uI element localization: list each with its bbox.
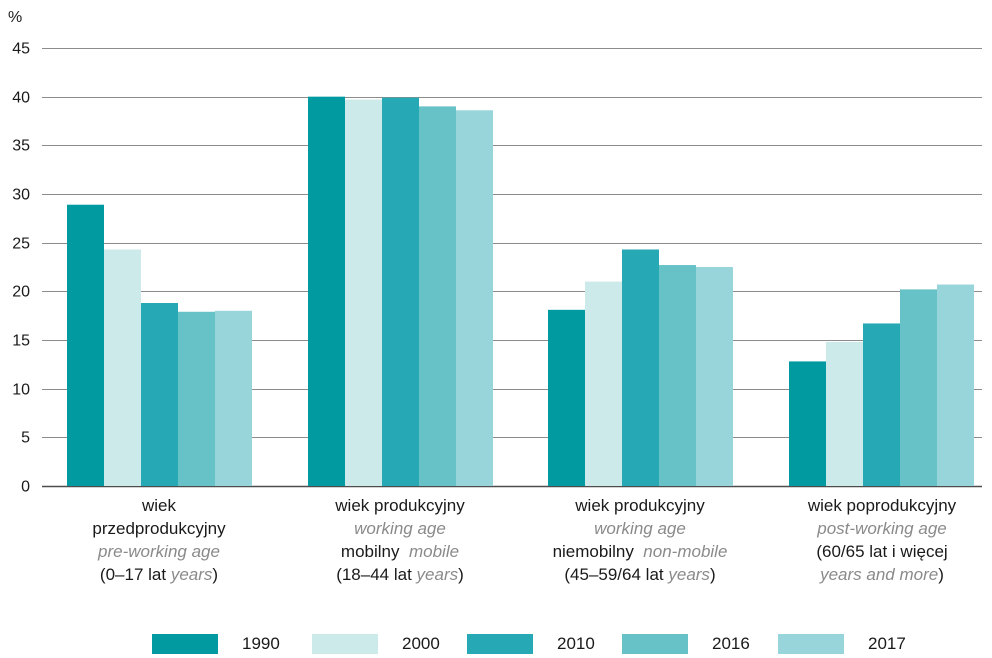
category-line: wiek poprodukcyjny [807,496,957,515]
category-line: wiek produkcyjny [335,496,465,515]
bar-1990-cat2 [308,96,345,487]
y-tick-label: 35 [12,138,30,155]
category-line: (45–59/64 lat years) [564,565,716,584]
category-line: years and more) [820,565,944,584]
bar-2010-cat4 [863,323,900,486]
bar-2010-cat2 [382,97,419,486]
y-tick-label: 45 [12,41,30,58]
bar-2017-cat1 [215,310,252,486]
legend-item-2016: 2016 [622,634,750,654]
bar-1990-cat4 [789,361,826,486]
legend-swatch [467,634,533,654]
bar-2000-cat2 [345,99,382,486]
y-tick-label: 0 [21,479,30,496]
bar-2016-cat2 [419,106,456,487]
category-line: przedprodukcyjny [92,519,226,538]
bar-2000-cat1 [104,249,141,486]
bar-1990-cat3 [548,309,585,486]
category-line-english: post-working age [817,519,947,538]
category-line-english: working age [594,519,686,538]
legend-item-2000: 2000 [312,634,440,654]
bar-2017-cat2 [456,110,493,486]
bar-2000-cat4 [826,341,863,486]
category-line: niemobilny non-mobile [552,542,728,561]
category-line-english: pre-working age [98,542,220,561]
category-line: (60/65 lat i więcej [816,542,948,561]
category-label-working-non-mobile: wiek produkcyjny working age niemobilny … [520,494,760,586]
legend-swatch [778,634,844,654]
y-axis-unit: % [8,9,22,26]
legend-swatch [622,634,688,654]
bar-2016-cat4 [900,289,937,486]
y-tick-label: 5 [21,430,30,447]
category-label-working-mobile: wiek produkcyjny working age mobilny mob… [280,494,520,586]
bar-2017-cat3 [696,267,733,486]
y-tick-label: 40 [12,90,30,107]
y-axis-ticks: 0 5 10 15 20 25 30 35 40 45 [12,41,30,496]
y-tick-label: 30 [12,187,30,204]
legend-swatch [152,634,218,654]
legend-item-2017: 2017 [778,634,906,654]
bar-2010-cat1 [141,303,178,486]
category-line: wiek produkcyjny [575,496,705,515]
legend-item-2010: 2010 [467,634,595,654]
category-line: mobilny mobile [340,542,460,561]
category-label-post-working: wiek poprodukcyjny post-working age (60/… [762,494,992,586]
legend-label: 2000 [402,634,440,653]
y-tick-label: 15 [12,333,30,350]
bar-2010-cat3 [622,249,659,486]
y-tick-label: 25 [12,236,30,253]
bar-2000-cat3 [585,281,622,486]
y-tick-label: 20 [12,284,30,301]
bar-chart: 0 5 10 15 20 25 30 35 40 45 % [8,9,982,496]
legend: 1990 2000 2010 2016 2017 [0,634,992,658]
legend-label: 1990 [242,634,280,653]
bar-2016-cat1 [178,311,215,486]
legend-swatch [312,634,378,654]
bars [67,96,974,487]
category-label-pre-working: wiek przedprodukcyjny pre-working age (0… [39,494,279,586]
category-line-english: working age [354,519,446,538]
category-line: (0–17 lat years) [99,565,219,584]
legend-label: 2016 [712,634,750,653]
bar-2016-cat3 [659,265,696,486]
bar-1990-cat1 [67,204,104,486]
legend-label: 2017 [868,634,906,653]
legend-label: 2010 [557,634,595,653]
y-tick-label: 10 [12,382,30,399]
bar-2017-cat4 [937,284,974,486]
legend-item-1990: 1990 [152,634,280,654]
category-line: (18–44 lat years) [336,565,464,584]
category-line: wiek [141,496,176,515]
